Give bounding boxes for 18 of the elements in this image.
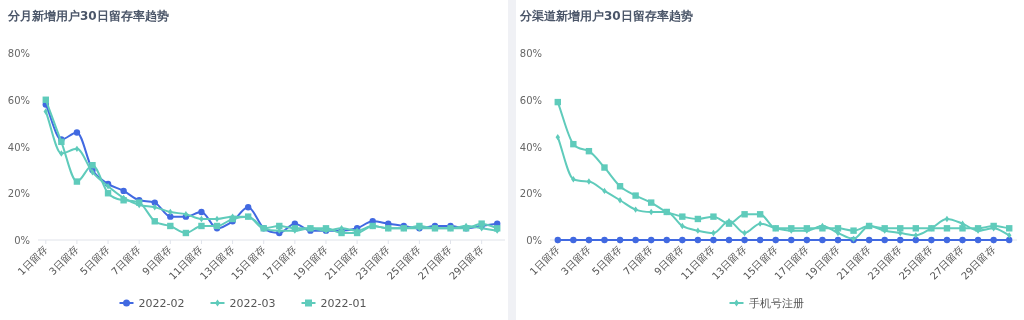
y-tick-label: 0% [526,235,542,246]
legend-label: 2022-01 [320,297,367,310]
y-tick-label: 60% [7,94,30,106]
legend-label: 2022-02 [138,297,185,310]
y-tick-label: 20% [519,188,542,200]
y-tick-label: 80% [7,48,30,59]
chart-title: 分渠道新增用户30日留存率趋势 [519,9,693,23]
x-tick-label: 7日留存 [109,243,143,278]
y-tick-label: 20% [7,188,30,200]
y-tick-label: 0% [14,235,30,246]
y-tick-label: 40% [519,141,542,153]
chart-title: 分月新增用户30日留存率趋势 [7,9,169,23]
legend-label: 手机号注册 [748,297,804,310]
y-tick-label: 80% [519,48,542,59]
y-tick-label: 60% [519,94,542,106]
legend-label: 2022-03 [229,297,276,310]
y-tick-label: 40% [7,141,30,153]
x-tick-label: 7日留存 [621,243,655,278]
